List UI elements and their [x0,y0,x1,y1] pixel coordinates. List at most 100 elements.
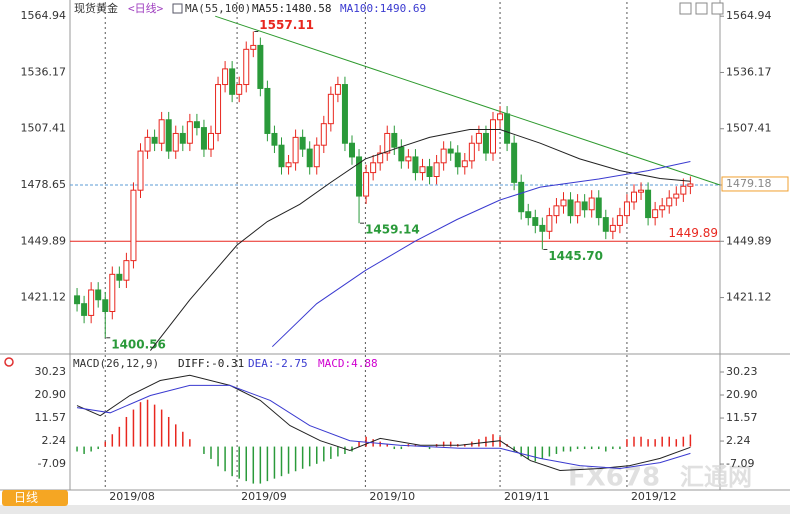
candle-body [172,132,179,152]
x-tick-label: 2019/12 [631,490,677,503]
button[interactable] [711,2,724,15]
candle-body [102,299,109,312]
x-tick-label: 2019/11 [504,490,550,503]
y-tick-label-right: 1507.41 [726,122,772,135]
candle-body [440,148,447,164]
candle-body [680,185,687,195]
candle-body [666,197,673,207]
last-price-box [721,176,789,192]
candle-body [292,136,299,164]
candle-body [229,68,236,95]
button[interactable] [695,2,708,15]
settings-icon[interactable] [4,357,14,367]
candle-body [363,172,370,197]
candle-body [525,211,532,219]
candle-body [236,84,243,95]
candle-body [511,142,518,183]
indicator-icon[interactable] [172,3,183,14]
candle-body [158,119,165,144]
candle-body [652,209,659,219]
y-tick-label-right: 1536.17 [726,65,772,78]
y-tick-label: 1478.65 [21,178,67,191]
candle-body [200,127,207,150]
trend-line [215,15,721,186]
y-tick-label: 1507.41 [21,122,67,135]
candle-body [567,199,574,217]
candle-body [327,93,334,125]
candle-body [165,119,172,152]
legend-entry: DIFF:-0.31 [178,357,244,370]
y-tick-label-right: 11.57 [726,411,758,424]
candle-body [623,201,630,217]
candle-body [320,123,327,146]
y-tick-label-right: 30.23 [726,365,758,378]
scrollbar[interactable] [0,505,790,514]
window-buttons [679,2,724,15]
candle-body [250,44,257,50]
y-tick-label: -7.09 [38,457,66,470]
candle-body [581,201,588,211]
y-tick-label-right: 1564.94 [726,9,772,22]
candle-body [539,224,546,232]
y-tick-label-right: 20.90 [726,388,758,401]
legend-entry: MA55:1480.58 [252,2,331,15]
x-tick-label: 2019/10 [369,490,415,503]
candle-body [553,205,560,217]
watermark-name: 汇通网 [680,463,752,491]
candle-body [278,144,285,168]
candle-body [398,146,405,162]
line-series [76,384,691,470]
macd-title: MACD(26,12,9) [73,357,159,370]
candle-body [222,68,229,86]
candle-body [405,156,412,162]
candle-body [243,48,250,86]
candle-body [595,197,602,219]
candle-body [602,217,609,232]
y-tick-label: 1564.94 [21,9,67,22]
candle-body [348,142,355,158]
x-tick-label: 2019/09 [241,490,287,503]
candle-body [489,119,496,154]
candle-body [504,113,511,144]
last-price-label: 1479.18 [726,177,772,190]
candle-body [454,152,461,168]
y-tick-label: 1449.89 [21,234,67,247]
tab[interactable] [2,490,68,506]
support-label: 1449.89 [668,226,718,240]
candle-body [638,189,645,193]
candle-body [95,289,102,301]
candle-body [433,162,440,178]
line-series [150,129,691,351]
candle-body [391,132,398,148]
candle-body [186,121,193,144]
candle-body [264,87,271,134]
candle-body [88,289,95,316]
candle-body [151,136,158,144]
candle-body [659,205,666,211]
candle-body [179,132,186,144]
y-tick-label-right: 1421.12 [726,291,772,304]
candle-body [313,144,320,168]
candle-body [257,44,264,89]
candle-body [215,84,222,134]
candle-body [673,193,680,199]
y-tick-label-right: 1449.89 [726,234,772,247]
y-tick-label: 30.23 [35,365,67,378]
button[interactable] [679,2,692,15]
low-label: 1445.70 [548,249,603,263]
candle-body [461,160,468,168]
y-tick-label: 20.90 [35,388,67,401]
candle-body [144,136,151,152]
candle-body [109,273,116,312]
candle-body [74,295,81,305]
tab-label[interactable]: 日线 [14,491,38,505]
candle-body [412,156,419,174]
low-label: 1400.56 [111,337,166,351]
candle-body [370,162,377,174]
candle-body [356,156,363,197]
candle-body [334,84,341,95]
candle-body [419,166,426,174]
candle-body [341,84,348,144]
chart-title: 现货黄金 [74,1,118,15]
